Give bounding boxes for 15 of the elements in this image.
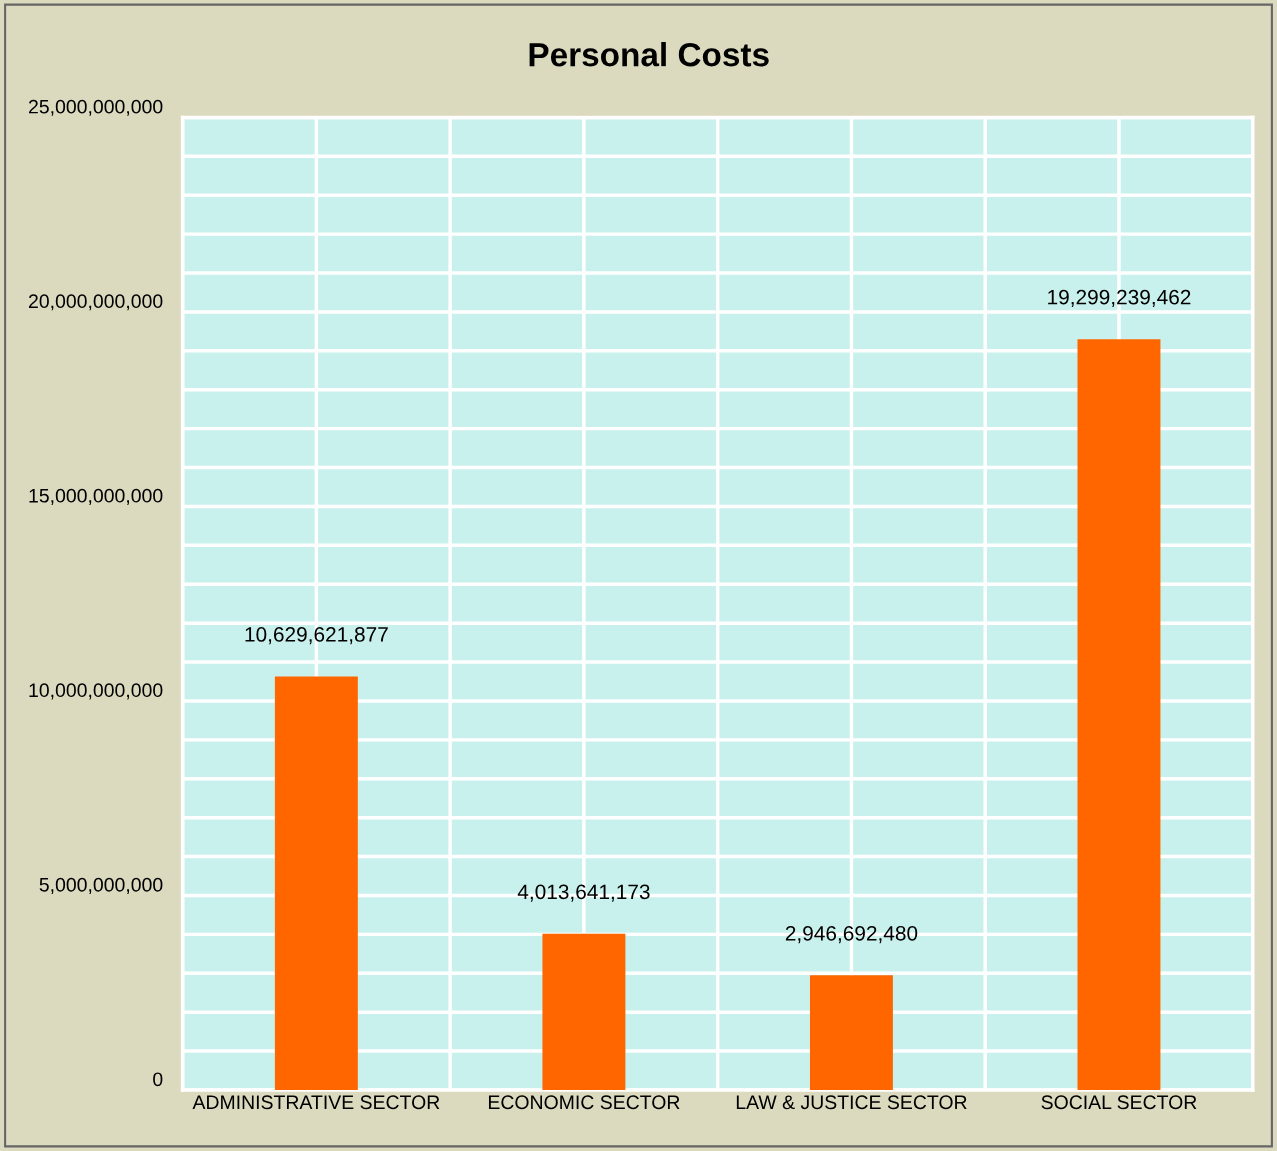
x-tick-label: LAW & JUSTICE SECTOR [736, 1095, 967, 1110]
x-tick-label: SOCIAL SECTOR [1041, 1095, 1197, 1110]
y-tick-label: 25,000,000,000 [29, 99, 163, 116]
data-label: 10,629,621,877 [245, 627, 388, 645]
data-label: 2,946,692,480 [785, 925, 918, 944]
y-tick-label: 0 [153, 1072, 163, 1087]
y-tick-label: 5,000,000,000 [39, 877, 163, 894]
x-tick-label: ECONOMIC SECTOR [488, 1095, 680, 1110]
y-tick-label: 10,000,000,000 [29, 683, 163, 700]
x-tick-label: ADMINISTRATIVE SECTOR [192, 1095, 440, 1110]
y-tick-label: 20,000,000,000 [29, 294, 163, 311]
y-tick-label: 15,000,000,000 [29, 488, 163, 505]
data-label: 19,299,239,462 [1048, 289, 1191, 307]
chart-title: Personal Costs [529, 42, 769, 67]
data-label: 4,013,641,173 [517, 884, 650, 902]
